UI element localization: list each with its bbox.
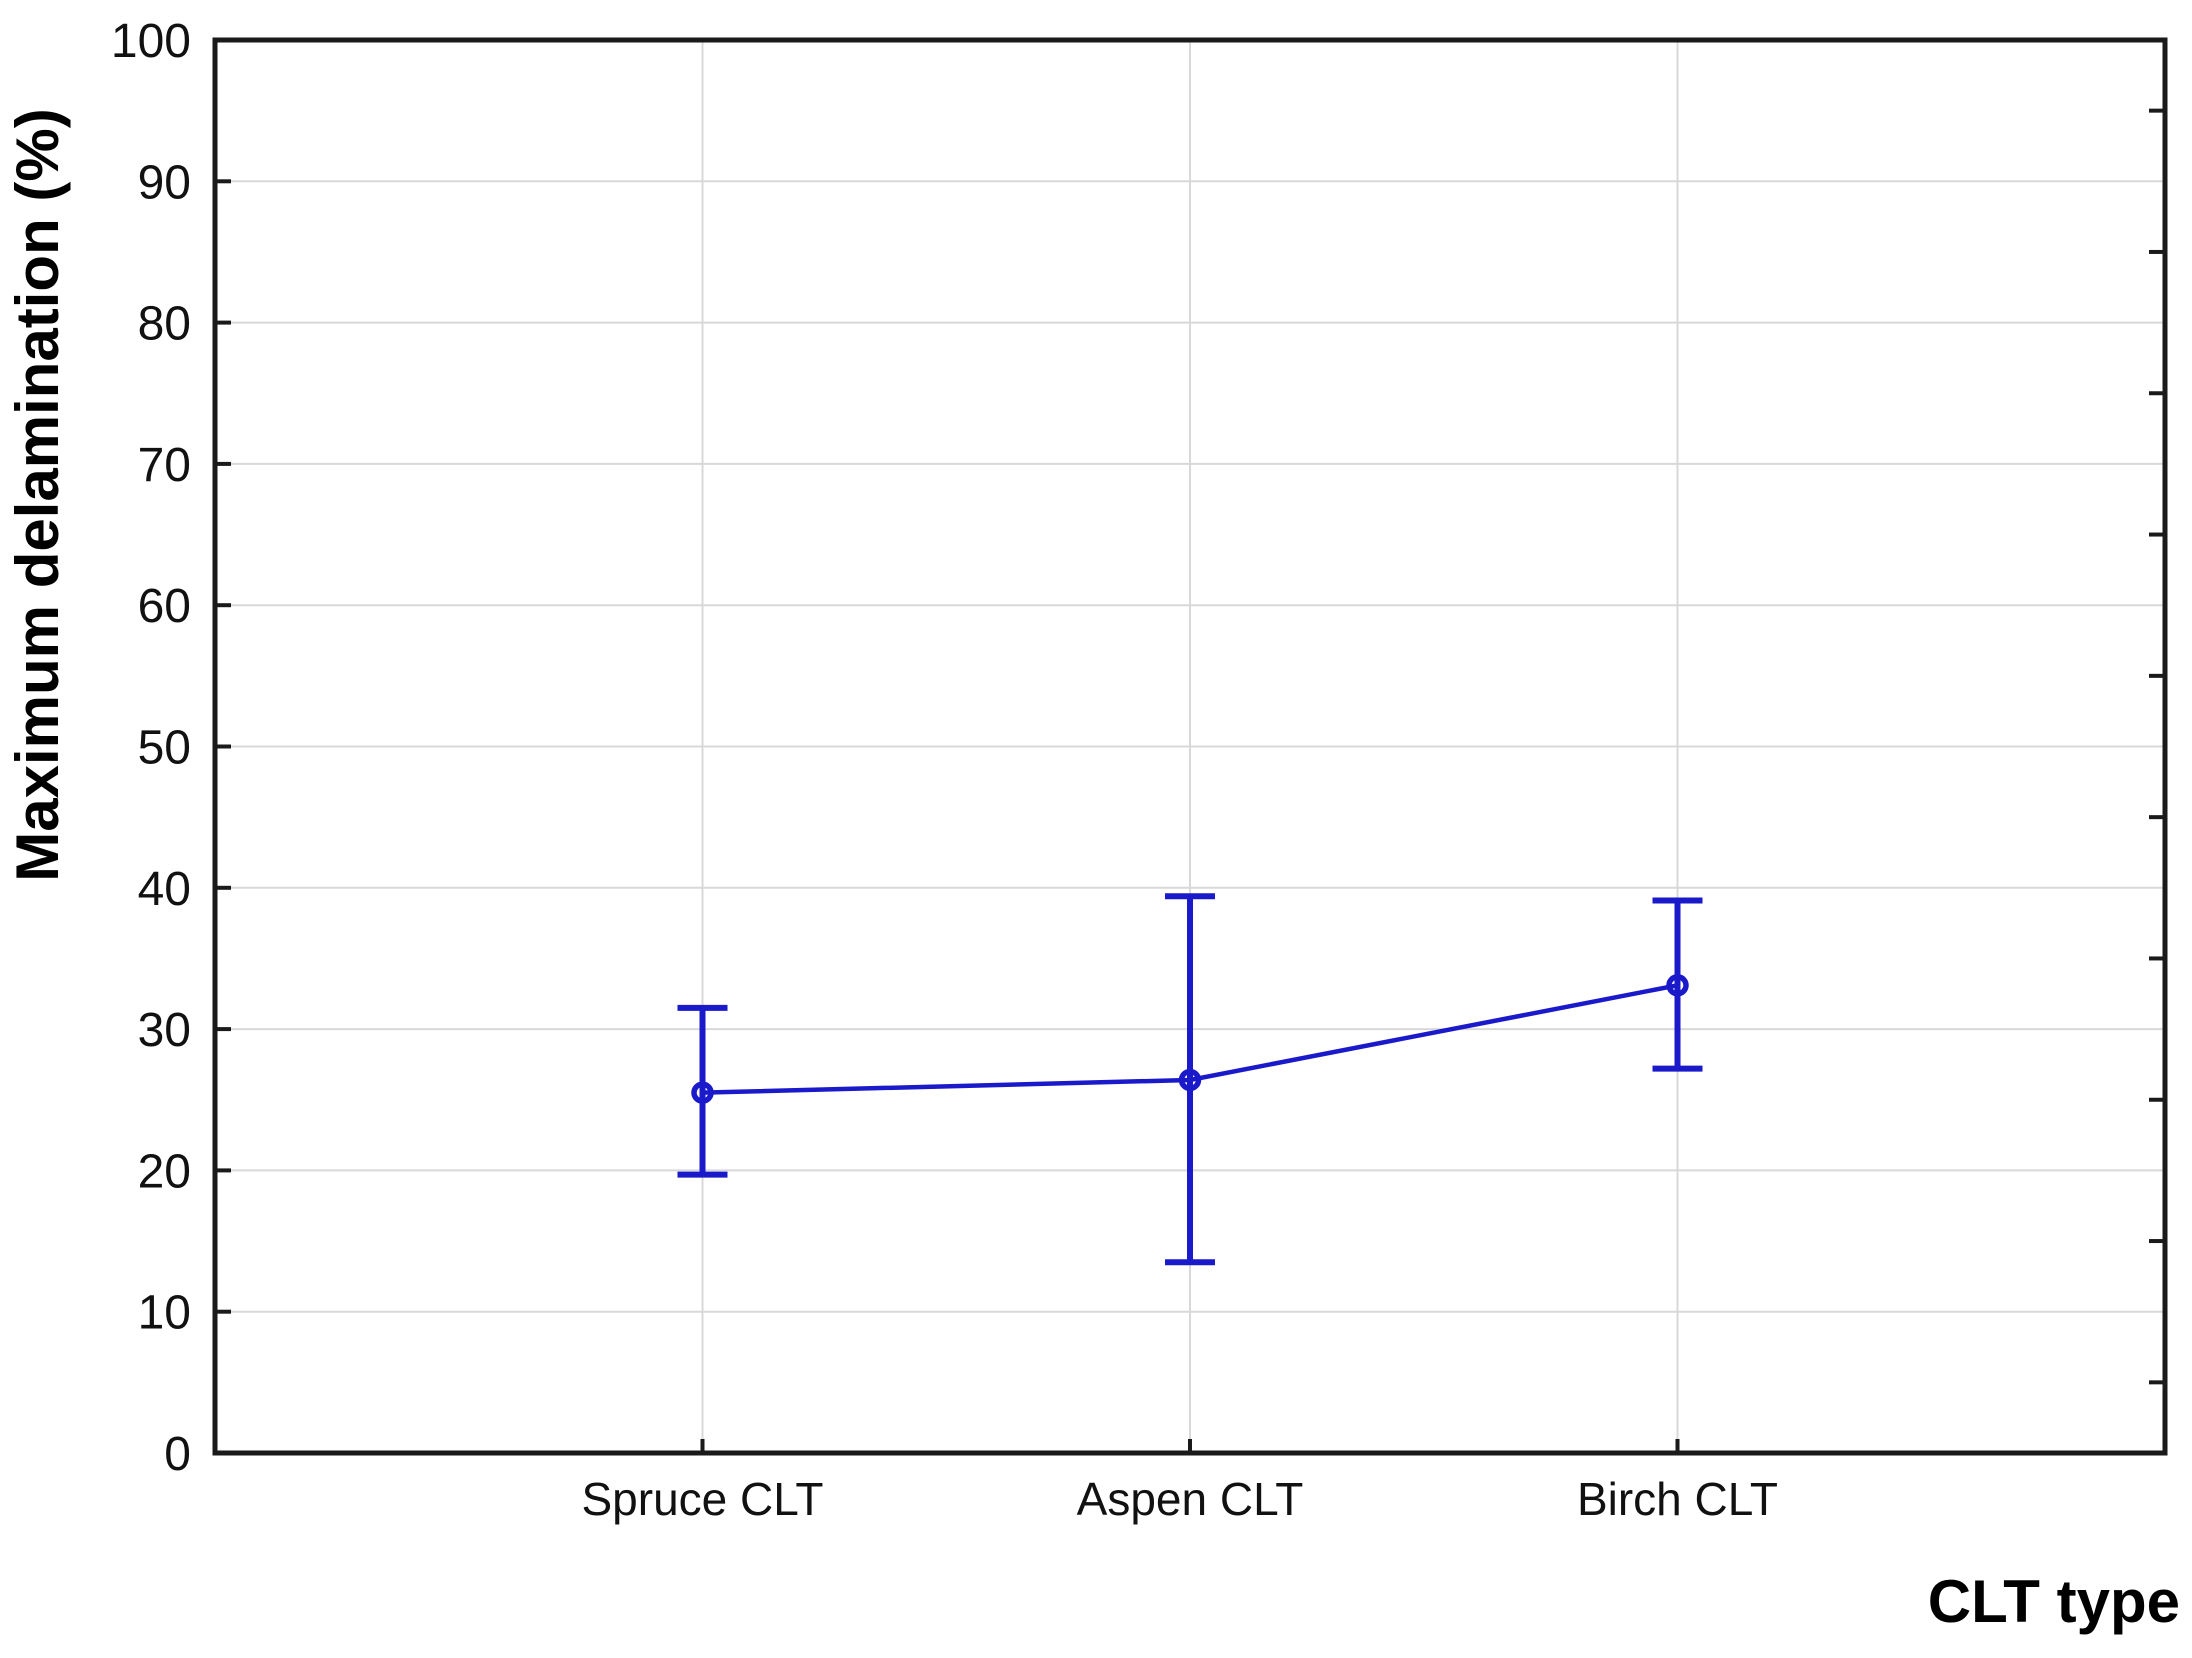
y-tick-label: 20 bbox=[138, 1145, 191, 1198]
y-axis-title: Maximum delamination (%) bbox=[4, 108, 71, 881]
series-line bbox=[702, 983, 1678, 1095]
y-tick-labels: 0 10 20 30 40 50 60 70 80 90 100 bbox=[111, 15, 191, 1481]
data-point-marker bbox=[1178, 1068, 1202, 1092]
x-tick-label: Aspen CLT bbox=[1077, 1473, 1304, 1525]
x-tick-label: Birch CLT bbox=[1577, 1473, 1778, 1525]
y-tick-label: 80 bbox=[138, 298, 191, 351]
y-tick-label: 10 bbox=[138, 1287, 191, 1340]
x-tick-labels: Spruce CLT Aspen CLT Birch CLT bbox=[581, 1473, 1778, 1525]
y-tick-label: 100 bbox=[111, 15, 191, 68]
data-series bbox=[677, 893, 1703, 1266]
data-point-marker bbox=[1666, 974, 1689, 997]
y-tick-label: 50 bbox=[138, 722, 191, 775]
gridlines bbox=[215, 40, 2165, 1453]
y-tick-label: 90 bbox=[138, 156, 191, 209]
y-tick-label: 40 bbox=[138, 863, 191, 916]
x-tick-label: Spruce CLT bbox=[581, 1473, 823, 1525]
x-axis-title: CLT type bbox=[1928, 1568, 2180, 1635]
y-tick-label: 0 bbox=[164, 1428, 191, 1481]
axis-ticks bbox=[215, 38, 2165, 1455]
y-tick-label: 70 bbox=[138, 439, 191, 492]
data-point-marker bbox=[691, 1081, 714, 1104]
y-tick-label: 60 bbox=[138, 580, 191, 633]
y-tick-label: 30 bbox=[138, 1004, 191, 1057]
